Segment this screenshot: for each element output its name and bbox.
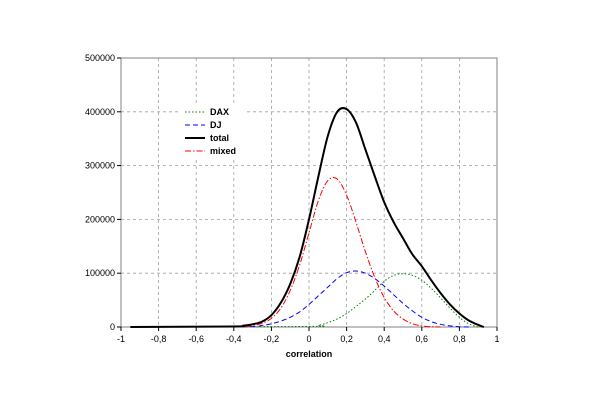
series-dj-line	[130, 270, 469, 328]
legend: DAX DJ total mixed	[181, 104, 247, 160]
legend-label-total: total	[210, 133, 229, 143]
x-tick-label: 0,8	[453, 334, 466, 344]
x-tick-label: -0,2	[264, 334, 280, 344]
x-tick-label: 1	[494, 334, 499, 344]
y-tick-label: 400000	[85, 107, 115, 117]
legend-box	[181, 104, 247, 160]
series-total-line	[130, 106, 485, 328]
x-axis-title: correlation	[286, 349, 333, 359]
legend-label-mixed: mixed	[210, 146, 236, 156]
legend-label-dj: DJ	[210, 120, 222, 130]
x-tick-label: -0,4	[226, 334, 242, 344]
y-tick-label: 200000	[85, 214, 115, 224]
x-tick-label: -1	[117, 334, 125, 344]
x-tick-label: 0,2	[340, 334, 353, 344]
x-tick-label: -0,8	[151, 334, 167, 344]
x-axis-ticks: -1 -0,8 -0,6 -0,4 -0,2 0 0,2 0,4 0,6 0,8 1	[117, 327, 500, 344]
y-tick-label: 500000	[85, 53, 115, 63]
legend-label-dax: DAX	[210, 107, 229, 117]
x-tick-label: 0	[306, 334, 311, 344]
x-tick-label: 0,6	[416, 334, 429, 344]
series-mixed-line	[130, 177, 441, 328]
y-tick-label: 0	[110, 322, 115, 332]
x-tick-label: 0,4	[378, 334, 391, 344]
y-tick-label: 300000	[85, 161, 115, 171]
y-axis-ticks: 0 100000 200000 300000 400000 500000	[85, 53, 121, 332]
y-tick-label: 100000	[85, 268, 115, 278]
x-tick-label: -0,6	[188, 334, 204, 344]
series-layer	[130, 106, 485, 328]
